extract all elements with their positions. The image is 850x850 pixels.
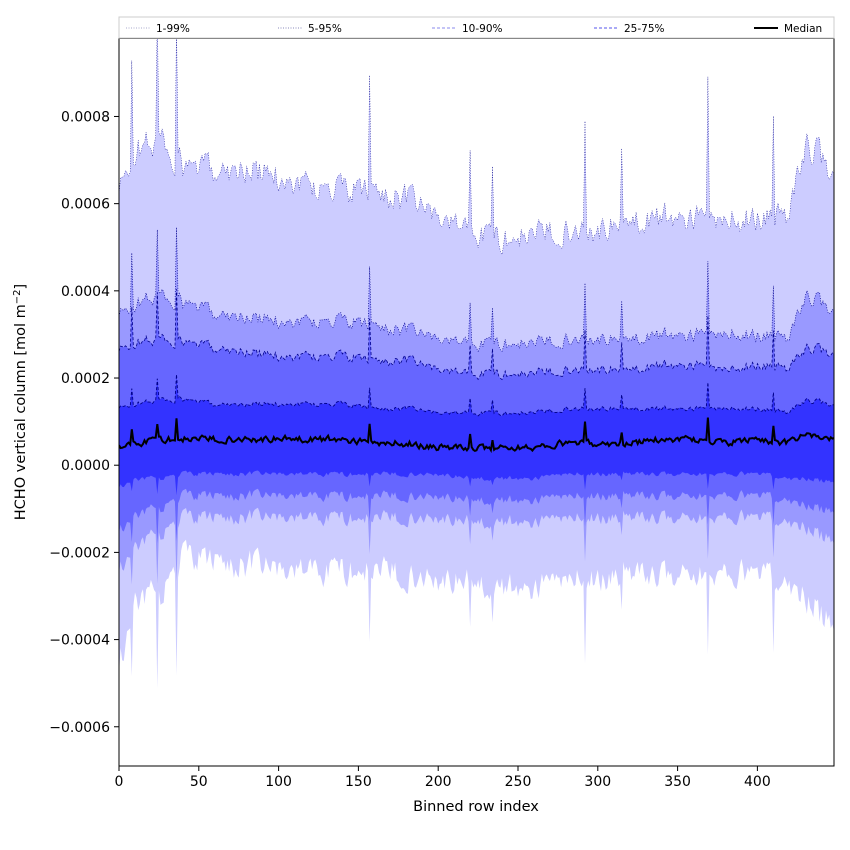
y-axis-title-close: ] <box>13 284 29 290</box>
band-25-75pct-fill <box>119 374 834 496</box>
legend: 1-99% 5-95% 10-90% 25-75% Median <box>118 16 835 39</box>
plot-area <box>119 38 834 689</box>
y-axis: −0.0006 −0.0004 −0.0002 0.0000 0.0002 0.0004 0… <box>49 109 119 736</box>
legend-label: 25-75% <box>624 23 665 35</box>
x-tick-label: 50 <box>190 774 208 790</box>
y-tick-label: −0.0006 <box>49 720 110 736</box>
band-1-99pct-upper-edge <box>119 38 834 256</box>
median-line <box>119 417 834 454</box>
y-tick-label: −0.0002 <box>49 545 110 561</box>
x-axis-title: Binned row index <box>413 799 539 815</box>
x-tick-label: 150 <box>345 774 372 790</box>
y-axis-title-main: HCHO vertical column [mol m <box>13 304 29 520</box>
y-tick-label: 0.0008 <box>61 109 110 125</box>
band-25-75pct-upper-edge <box>119 374 834 417</box>
x-tick-label: 200 <box>425 774 452 790</box>
x-tick-label: 250 <box>505 774 532 790</box>
y-tick-label: 0.0004 <box>61 284 110 300</box>
legend-label: 10-90% <box>462 23 503 35</box>
y-axis-title: HCHO vertical column [mol m−2] <box>12 284 29 520</box>
y-axis-title-exponent: −2 <box>12 289 23 304</box>
x-tick-label: 400 <box>744 774 771 790</box>
y-tick-label: 0.0006 <box>61 197 110 213</box>
band-5-95pct-upper-edge <box>119 227 834 353</box>
x-tick-label: 350 <box>664 774 691 790</box>
x-tick-label: 0 <box>115 774 124 790</box>
legend-label: 5-95% <box>308 23 342 35</box>
x-axis: 0 50 100 150 200 250 300 350 400 <box>115 766 771 790</box>
legend-label: 1-99% <box>156 23 190 35</box>
y-tick-label: 0.0002 <box>61 371 110 387</box>
x-tick-label: 300 <box>584 774 611 790</box>
y-tick-label: 0.0000 <box>61 458 110 474</box>
y-tick-label: −0.0004 <box>49 633 110 649</box>
legend-label: Median <box>784 23 822 35</box>
x-tick-label: 100 <box>265 774 292 790</box>
